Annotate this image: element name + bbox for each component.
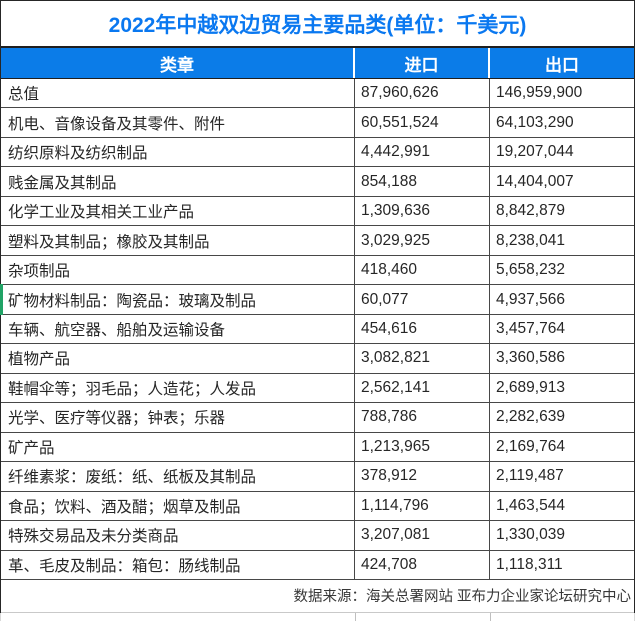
table-row: 特殊交易品及未分类商品 3,207,081 1,330,039 <box>1 521 634 551</box>
export-value-cell: 64,103,290 <box>496 113 574 131</box>
category-cell: 贱金属及其制品 <box>1 167 355 196</box>
table-row: 食品；饮料、酒及醋；烟草及制品 1,114,796 1,463,544 <box>1 491 634 522</box>
category-cell: 化学工业及其相关工业产品 <box>1 196 355 226</box>
import-value-cell: 418,460 <box>355 255 490 285</box>
import-value-cell: 788,786 <box>355 403 490 432</box>
import-value-cell: 854,188 <box>355 167 490 196</box>
table-row: 塑料及其制品；橡胶及其制品 3,029,925 8,238,041 <box>1 226 634 256</box>
table-row: 矿物材料制品：陶瓷品：玻璃及制品 60,077 4,937,566 <box>0 284 634 316</box>
export-value-cell: 4,937,566 <box>496 290 565 308</box>
category-cell: 机电、音像设备及其零件、附件 <box>1 108 355 137</box>
category-cell: 鞋帽伞等；羽毛品；人造花；人发品 <box>1 373 355 403</box>
import-value-cell: 1,114,796 <box>355 491 490 521</box>
table-row: 植物产品 3,082,821 3,360,586 <box>1 344 634 374</box>
table-row: 化学工业及其相关工业产品 1,309,636 8,842,879 <box>1 196 634 227</box>
source-note: 数据来源：海关总署网站 亚布力企业家论坛研究中心 <box>1 579 634 613</box>
category-cell: 革、毛皮及制品：箱包：肠线制品 <box>1 550 355 579</box>
import-value-cell: 424,708 <box>355 550 490 579</box>
category-cell: 塑料及其制品；橡胶及其制品 <box>1 226 355 255</box>
category-cell: 纤维素浆：废纸：纸、纸板及其制品 <box>1 462 355 491</box>
export-value-cell: 2,119,487 <box>496 467 564 485</box>
import-value-cell: 1,213,965 <box>355 432 490 462</box>
export-value-cell: 8,238,041 <box>496 231 565 249</box>
table-row: 纺织原料及纺织制品 4,442,991 19,207,044 <box>1 137 634 168</box>
category-cell: 矿物材料制品：陶瓷品：玻璃及制品 <box>1 285 355 314</box>
table-row: 贱金属及其制品 854,188 14,404,007 <box>1 167 634 197</box>
table-row: 光学、医疗等仪器；钟表；乐器 788,786 2,282,639 <box>1 403 634 433</box>
gridline-stub <box>355 612 356 621</box>
table-header: 类章 进口 出口 <box>1 48 634 79</box>
table-row: 机电、音像设备及其零件、附件 60,551,524 64,103,290 <box>1 108 634 138</box>
category-cell: 光学、医疗等仪器；钟表；乐器 <box>1 403 355 432</box>
column-header-category: 类章 <box>1 48 355 78</box>
table-row: 矿产品 1,213,965 2,169,764 <box>1 432 634 463</box>
export-value-cell: 3,457,764 <box>496 319 565 337</box>
import-value-cell: 4,442,991 <box>355 137 490 167</box>
cropped-next-row <box>0 612 635 621</box>
category-cell: 车辆、航空器、船舶及运输设备 <box>1 314 355 344</box>
import-value-cell: 3,082,821 <box>355 344 490 373</box>
export-value-cell: 2,282,639 <box>496 408 565 426</box>
category-cell: 特殊交易品及未分类商品 <box>1 521 355 550</box>
table-body: 总值 87,960,626 146,959,900 机电、音像设备及其零件、附件… <box>0 79 634 580</box>
import-value-cell: 2,562,141 <box>355 373 490 403</box>
export-value-cell: 19,207,044 <box>496 143 574 161</box>
import-value-cell: 454,616 <box>355 314 490 344</box>
table-row: 革、毛皮及制品：箱包：肠线制品 424,708 1,118,311 <box>1 550 634 580</box>
table-row: 总值 87,960,626 146,959,900 <box>1 79 634 109</box>
export-value-cell: 1,463,544 <box>496 496 565 514</box>
table-row: 鞋帽伞等；羽毛品；人造花；人发品 2,562,141 2,689,913 <box>1 373 634 404</box>
gridline-stub <box>490 612 491 621</box>
export-value-cell: 3,360,586 <box>496 349 565 367</box>
category-cell: 总值 <box>1 79 355 108</box>
import-value-cell: 87,960,626 <box>355 79 490 108</box>
import-value-cell: 60,077 <box>355 285 490 314</box>
export-value-cell: 2,689,913 <box>496 378 565 396</box>
export-value-cell: 5,658,232 <box>496 261 565 279</box>
import-value-cell: 1,309,636 <box>355 196 490 226</box>
column-header-export: 出口 <box>545 55 579 75</box>
export-value-cell: 1,330,039 <box>496 526 565 544</box>
import-value-cell: 3,029,925 <box>355 226 490 255</box>
export-value-cell: 146,959,900 <box>496 84 583 102</box>
export-value-cell: 1,118,311 <box>496 555 563 573</box>
category-cell: 食品；饮料、酒及醋；烟草及制品 <box>1 491 355 521</box>
category-cell: 矿产品 <box>1 432 355 462</box>
column-header-import: 进口 <box>355 48 490 78</box>
category-cell: 植物产品 <box>1 344 355 373</box>
export-value-cell: 8,842,879 <box>496 202 565 220</box>
category-cell: 杂项制品 <box>1 255 355 285</box>
import-value-cell: 378,912 <box>355 462 490 491</box>
table-row: 车辆、航空器、船舶及运输设备 454,616 3,457,764 <box>1 314 634 345</box>
category-cell: 纺织原料及纺织制品 <box>1 137 355 167</box>
page-title: 2022年中越双边贸易主要品类(单位：千美元) <box>108 13 527 37</box>
title-bar: 2022年中越双边贸易主要品类(单位：千美元) <box>1 1 634 48</box>
table-row: 纤维素浆：废纸：纸、纸板及其制品 378,912 2,119,487 <box>1 462 634 492</box>
import-value-cell: 3,207,081 <box>355 521 490 550</box>
table-row: 杂项制品 418,460 5,658,232 <box>1 255 634 286</box>
import-value-cell: 60,551,524 <box>355 108 490 137</box>
export-value-cell: 2,169,764 <box>496 437 565 455</box>
export-value-cell: 14,404,007 <box>496 172 574 190</box>
